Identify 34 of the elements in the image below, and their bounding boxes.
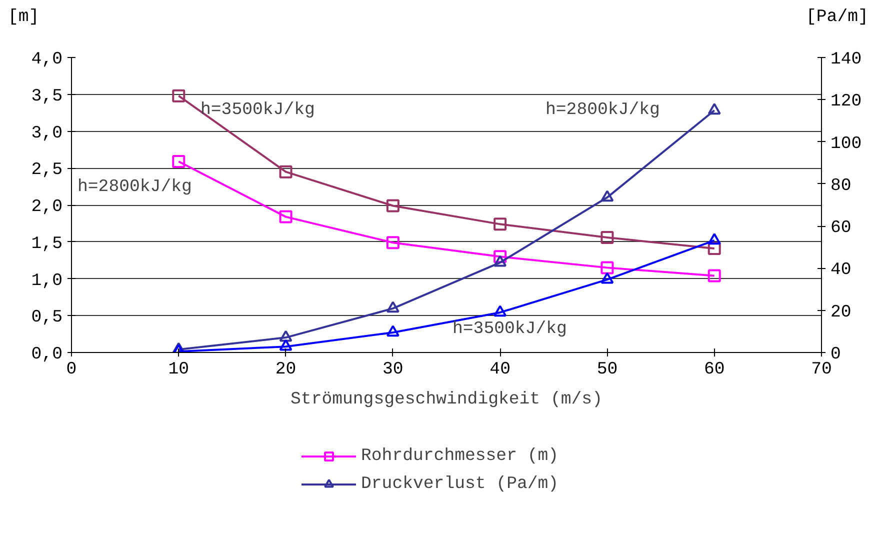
y-tick-label: 4,0 <box>31 50 63 70</box>
legend-label: Druckverlust (Pa/m) <box>361 474 559 494</box>
annotation: h=3500kJ/kg <box>200 101 315 120</box>
x-tick-label: 70 <box>811 360 832 380</box>
x-tick-label: 40 <box>490 360 510 380</box>
y-tick-label: 2,5 <box>31 161 63 180</box>
y2-tick-label: 0 <box>830 346 841 364</box>
y-tick-label: 1,5 <box>31 234 63 254</box>
annotation: h=2800kJ/kg <box>546 101 660 120</box>
y-tick-label: 2,0 <box>31 198 63 217</box>
x-tick-label: 20 <box>275 360 296 380</box>
y2-tick-label: 100 <box>830 134 862 154</box>
y-axis-title: [m] <box>8 7 40 29</box>
y2-tick-label: 140 <box>830 50 862 70</box>
x-tick-label: 50 <box>596 360 618 380</box>
x-tick-label: 10 <box>168 360 190 380</box>
y2-tick-label: 40 <box>830 261 852 280</box>
annotation: h=3500kJ/kg <box>452 320 567 339</box>
y2-axis-title: [Pa/m] <box>806 7 868 29</box>
x-tick-label: 30 <box>382 360 404 380</box>
y2-tick-label: 120 <box>830 92 862 112</box>
y-tick-label: 0,5 <box>31 308 63 328</box>
annotation: h=2800kJ/kg <box>78 178 192 197</box>
legend-label: Rohrdurchmesser (m) <box>361 446 559 466</box>
x-axis-title: Strömungsgeschwindigkeit (m/s) <box>290 390 602 410</box>
x-tick-label: 60 <box>704 360 725 380</box>
y-tick-label: 0,0 <box>31 346 63 364</box>
y2-tick-label: 60 <box>830 219 852 238</box>
y2-tick-label: 80 <box>830 176 852 196</box>
y2-tick-label: 20 <box>830 303 852 322</box>
x-tick-label: 0 <box>66 360 77 380</box>
y-tick-label: 1,0 <box>31 272 63 291</box>
y-tick-label: 3,0 <box>31 124 63 144</box>
y-tick-label: 3,5 <box>31 87 63 106</box>
